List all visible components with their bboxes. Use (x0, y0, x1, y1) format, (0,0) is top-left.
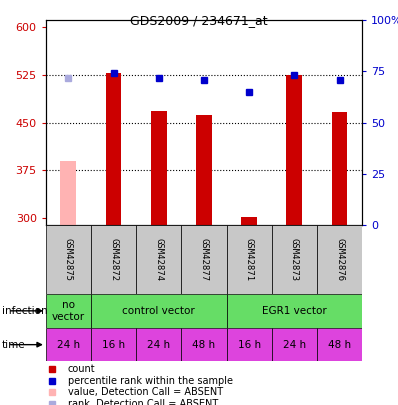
Text: time: time (2, 340, 25, 350)
Text: value, Detection Call = ABSENT: value, Detection Call = ABSENT (68, 388, 223, 397)
Text: 16 h: 16 h (102, 340, 125, 350)
Text: GSM42872: GSM42872 (109, 238, 118, 281)
Bar (272, 328, 317, 361)
FancyBboxPatch shape (136, 225, 181, 294)
Text: 48 h: 48 h (192, 340, 216, 350)
Text: GDS2009 / 234671_at: GDS2009 / 234671_at (130, 14, 268, 27)
FancyBboxPatch shape (181, 225, 226, 294)
Bar (196, 115, 212, 225)
Bar (136, 328, 181, 361)
FancyBboxPatch shape (226, 225, 272, 294)
FancyBboxPatch shape (46, 225, 91, 294)
Bar (46, 294, 91, 328)
Bar (181, 328, 226, 361)
FancyBboxPatch shape (317, 225, 362, 294)
Text: 24 h: 24 h (57, 340, 80, 350)
Text: 16 h: 16 h (238, 340, 261, 350)
Text: 24 h: 24 h (147, 340, 170, 350)
Text: EGR1 vector: EGR1 vector (262, 306, 327, 316)
Bar (226, 328, 272, 361)
FancyBboxPatch shape (91, 225, 136, 294)
Bar (317, 328, 362, 361)
Text: GSM42875: GSM42875 (64, 238, 73, 281)
Bar (91, 294, 226, 328)
Text: GSM42876: GSM42876 (335, 238, 344, 281)
Bar (46, 328, 91, 361)
Text: GSM42873: GSM42873 (290, 238, 299, 281)
Bar (151, 111, 167, 225)
Bar (226, 294, 362, 328)
Text: control vector: control vector (123, 306, 195, 316)
Text: infection: infection (2, 306, 48, 316)
Text: GSM42877: GSM42877 (199, 238, 209, 281)
Text: percentile rank within the sample: percentile rank within the sample (68, 376, 233, 386)
Text: 24 h: 24 h (283, 340, 306, 350)
Bar (91, 328, 136, 361)
Bar (241, 217, 257, 225)
Text: no
vector: no vector (52, 300, 85, 322)
Text: count: count (68, 364, 96, 374)
Bar (332, 112, 347, 225)
Bar (287, 75, 302, 225)
Text: GSM42874: GSM42874 (154, 238, 163, 281)
Bar (60, 161, 76, 225)
Text: GSM42871: GSM42871 (245, 238, 254, 281)
Text: rank, Detection Call = ABSENT: rank, Detection Call = ABSENT (68, 399, 218, 405)
Bar (105, 73, 121, 225)
Text: 48 h: 48 h (328, 340, 351, 350)
FancyBboxPatch shape (272, 225, 317, 294)
